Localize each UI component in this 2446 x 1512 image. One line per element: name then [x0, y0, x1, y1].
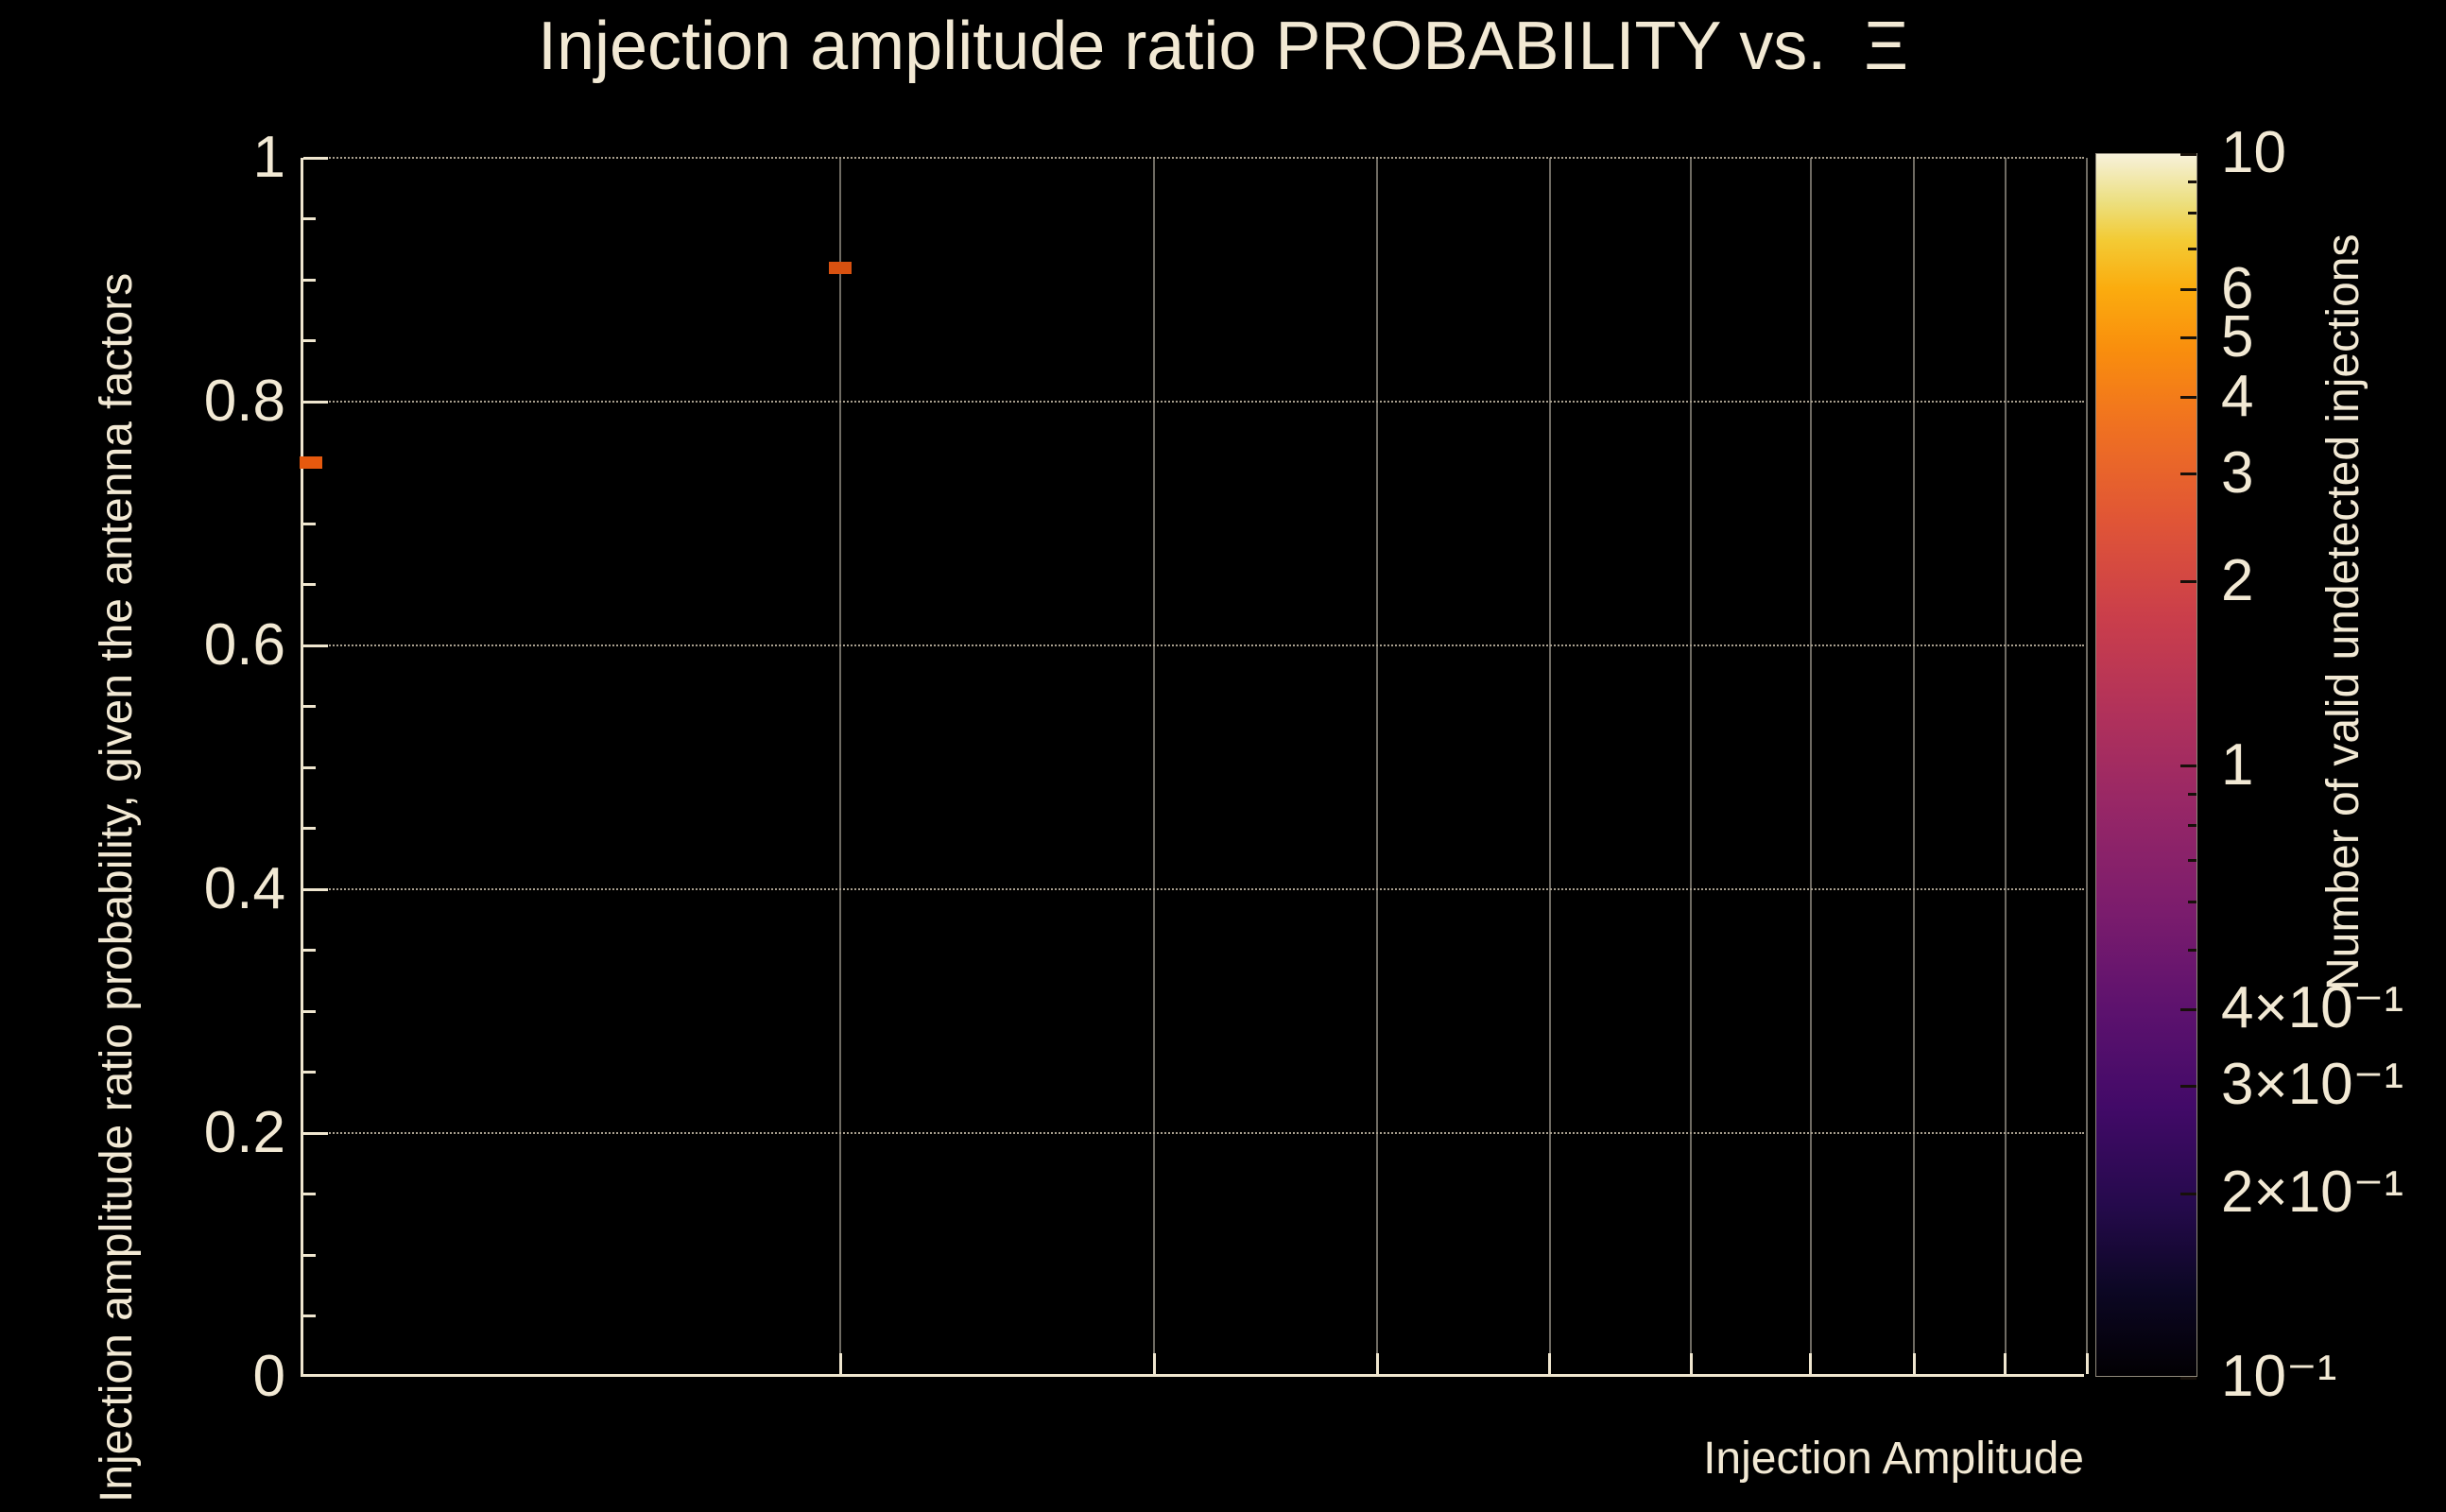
- colorbar-tick: [2180, 152, 2196, 156]
- x-axis-tick: [1375, 1353, 1379, 1374]
- colorbar-tick: [2180, 1007, 2196, 1011]
- y-tick-label: 1: [252, 125, 285, 190]
- colorbar-tick: [2180, 472, 2196, 476]
- y-axis-tick: [303, 887, 328, 891]
- y-gridline: [303, 1132, 2084, 1134]
- y-axis-tick: [303, 765, 316, 769]
- y-gridline: [303, 644, 2084, 646]
- x-axis-tick: [1809, 1353, 1813, 1374]
- colorbar-tick-label: 3: [2221, 439, 2254, 506]
- y-axis-tick: [303, 1193, 316, 1195]
- x-axis-tick: [838, 1353, 842, 1374]
- x-gridline: [1809, 158, 1812, 1374]
- colorbar-minor-tick: [2188, 180, 2196, 184]
- colorbar-tick-label: 10⁻¹: [2221, 1344, 2337, 1409]
- x-axis-tick: [1548, 1353, 1552, 1374]
- x-axis-tick: [2004, 1353, 2007, 1374]
- y-axis-tick: [303, 400, 328, 404]
- colorbar-tick: [2180, 288, 2196, 292]
- colorbar-tick-label: 2: [2221, 547, 2254, 613]
- y-gridline: [303, 157, 2084, 159]
- colorbar-tick: [2180, 396, 2196, 400]
- colorbar-tick-label: 1: [2221, 731, 2254, 798]
- y-gridline: [303, 401, 2084, 403]
- y-tick-label: 0.2: [203, 1100, 285, 1165]
- plot-area: [300, 156, 2089, 1377]
- data-bin: [829, 261, 853, 274]
- colorbar-tick-label: 3×10⁻¹: [2221, 1052, 2404, 1118]
- x-axis-tick: [1152, 1353, 1156, 1374]
- colorbar-tick-label: 6: [2221, 255, 2254, 321]
- colorbar-tick: [2180, 580, 2196, 584]
- y-axis-title: Injection amplitude ratio probability, g…: [92, 272, 142, 1503]
- y-tick-label: 0: [252, 1344, 285, 1409]
- y-tick-label: 0.6: [203, 612, 285, 678]
- y-axis-tick: [303, 1314, 316, 1317]
- data-bin: [300, 456, 323, 469]
- x-gridline: [1548, 158, 1551, 1374]
- colorbar-minor-tick: [2188, 792, 2196, 796]
- y-axis-tick: [303, 1071, 316, 1074]
- colorbar-minor-tick: [2188, 859, 2196, 863]
- colorbar-minor-tick: [2188, 900, 2196, 903]
- colorbar: [2095, 152, 2197, 1380]
- colorbar-minor-tick: [2188, 212, 2196, 215]
- colorbar-tick: [2180, 1084, 2196, 1088]
- y-axis-tick: [303, 217, 316, 220]
- colorbar-tick-label: 5: [2221, 303, 2254, 369]
- x-gridline: [2086, 158, 2088, 1374]
- colorbar-tick-label: 4: [2221, 363, 2254, 429]
- x-axis-tick: [1689, 1353, 1693, 1374]
- y-tick-label: 0.8: [203, 369, 285, 434]
- colorbar-tick: [2180, 765, 2196, 767]
- y-axis-tick: [303, 583, 316, 586]
- y-axis-tick: [303, 949, 316, 952]
- colorbar-minor-tick: [2188, 247, 2196, 250]
- x-gridline: [1913, 158, 1916, 1374]
- y-axis-tick: [303, 522, 316, 525]
- y-axis-tick: [303, 1253, 316, 1257]
- x-gridline: [1690, 158, 1693, 1374]
- colorbar-minor-tick: [2188, 823, 2196, 827]
- y-axis-tick: [303, 156, 328, 160]
- colorbar-tick: [2180, 1376, 2196, 1380]
- colorbar-tick: [2180, 336, 2196, 340]
- y-axis-tick: [303, 644, 328, 647]
- colorbar-tick-label: 2×10⁻¹: [2221, 1160, 2404, 1226]
- x-gridline: [839, 158, 842, 1374]
- chart-title: Injection amplitude ratio PROBABILITY vs…: [537, 9, 1909, 84]
- colorbar-minor-tick: [2188, 948, 2196, 952]
- y-axis-tick: [303, 1131, 328, 1135]
- colorbar-title: Number of valid undetected injections: [2318, 233, 2368, 990]
- y-tick-label: 0.4: [203, 856, 285, 921]
- y-axis-tick: [303, 827, 316, 830]
- x-gridline: [1153, 158, 1156, 1374]
- x-gridline: [2004, 158, 2007, 1374]
- y-axis-tick: [303, 1009, 316, 1013]
- x-gridline: [1376, 158, 1379, 1374]
- colorbar-tick-label: 10: [2221, 120, 2286, 185]
- x-axis-tick: [1912, 1353, 1916, 1374]
- y-gridline: [303, 888, 2084, 890]
- y-axis-tick: [303, 278, 316, 282]
- y-axis-tick: [303, 705, 316, 708]
- x-axis-title: Injection Amplitude: [1703, 1434, 2084, 1484]
- colorbar-tick-label: 4×10⁻¹: [2221, 975, 2404, 1041]
- colorbar-tick: [2180, 1192, 2196, 1195]
- x-axis-tick: [2085, 1353, 2089, 1374]
- y-axis-tick: [303, 339, 316, 342]
